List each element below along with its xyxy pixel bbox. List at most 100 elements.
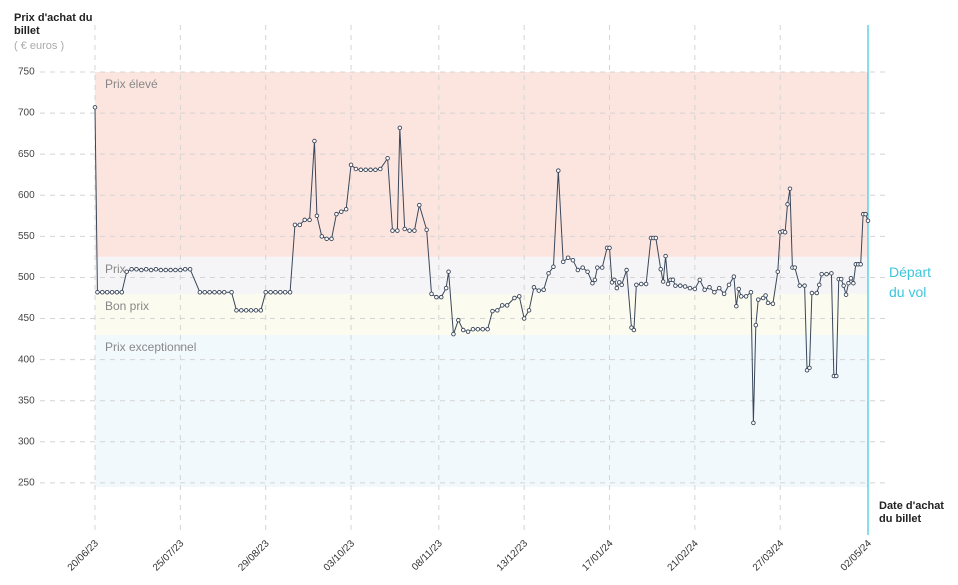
price-point: [504, 303, 510, 308]
price-point: [743, 294, 749, 299]
y-tick-label: 400: [18, 354, 35, 365]
price-point: [92, 105, 98, 110]
price-point: [738, 294, 744, 299]
price-band: [95, 72, 868, 257]
price-point: [456, 317, 461, 323]
price-point: [580, 265, 585, 270]
price-point: [158, 267, 164, 273]
price-point: [541, 287, 546, 293]
price-point: [517, 294, 522, 299]
price-point: [809, 290, 815, 296]
x-tick-label: 17/01/24: [580, 538, 616, 574]
price-point: [816, 282, 822, 288]
price-point: [253, 308, 259, 313]
price-point: [314, 213, 320, 219]
x-tick-label: 03/10/23: [322, 538, 358, 574]
price-point: [439, 294, 444, 300]
price-point: [797, 283, 802, 288]
price-point: [717, 285, 722, 291]
price-point: [702, 287, 707, 293]
price-point: [673, 283, 678, 288]
price-point: [863, 211, 868, 217]
x-tick-label: 08/11/23: [410, 538, 445, 573]
price-point: [207, 289, 212, 295]
band-label: Prix: [105, 262, 126, 276]
price-point: [363, 167, 368, 173]
price-point: [187, 266, 193, 272]
price-point: [814, 290, 820, 296]
price-point: [634, 282, 639, 288]
price-point: [429, 291, 434, 297]
price-point: [273, 289, 278, 295]
price-point: [109, 289, 115, 295]
price-point: [397, 125, 403, 131]
price-point: [490, 308, 495, 314]
price-point: [670, 277, 676, 283]
price-point: [756, 297, 761, 302]
price-point: [297, 222, 303, 228]
x-tick-label: 25/07/23: [151, 538, 187, 574]
x-tick-label: 29/08/23: [236, 538, 272, 574]
price-point: [378, 166, 383, 172]
price-point: [182, 266, 188, 272]
price-point: [843, 292, 849, 297]
price-point: [663, 253, 668, 259]
price-point: [495, 308, 500, 313]
price-point: [782, 229, 788, 235]
price-point: [243, 308, 249, 313]
price-point: [319, 234, 325, 239]
price-point: [748, 289, 754, 295]
price-point: [851, 280, 856, 286]
price-point: [212, 289, 217, 295]
y-tick-label: 500: [18, 272, 35, 283]
price-point: [100, 289, 105, 295]
price-point: [475, 326, 481, 332]
price-point: [258, 308, 264, 313]
price-point: [551, 264, 556, 270]
price-point: [526, 308, 532, 313]
price-point: [858, 262, 863, 267]
y-title: Prix d'achat du billet: [14, 12, 93, 37]
price-point: [838, 276, 844, 282]
price-point: [434, 294, 439, 300]
price-point: [638, 281, 644, 287]
price-point: [734, 303, 739, 309]
price-point: [819, 271, 824, 277]
price-point: [465, 329, 471, 334]
price-point: [390, 228, 395, 233]
price-point: [202, 289, 207, 295]
y-tick-label: 450: [18, 313, 35, 324]
price-point: [834, 373, 839, 379]
price-point: [599, 265, 605, 270]
price-point: [865, 218, 871, 223]
price-point: [358, 167, 364, 173]
price-point: [239, 308, 244, 313]
price-point: [499, 303, 505, 308]
price-point: [234, 308, 239, 313]
price-point: [590, 280, 595, 286]
price-point: [139, 267, 144, 273]
price-point: [95, 289, 100, 295]
price-point: [348, 162, 354, 168]
price-point: [807, 365, 812, 371]
price-point: [412, 228, 417, 233]
price-point: [163, 267, 168, 273]
price-point: [546, 271, 551, 276]
y-tick-label: 350: [18, 395, 35, 406]
price-point: [480, 326, 485, 332]
price-point: [395, 228, 400, 233]
price-point: [592, 277, 598, 283]
price-point: [556, 168, 561, 173]
price-point: [687, 285, 693, 291]
price-point: [751, 420, 756, 426]
price-point: [129, 266, 134, 272]
price-point: [802, 283, 807, 288]
band-label: Prix élevé: [105, 77, 158, 91]
price-point: [536, 288, 542, 293]
y-unit: ( € euros ): [14, 40, 65, 52]
price-point: [324, 236, 329, 242]
x-tick-label: 02/05/24: [839, 538, 875, 574]
price-point: [451, 331, 456, 337]
price-point: [785, 202, 790, 207]
